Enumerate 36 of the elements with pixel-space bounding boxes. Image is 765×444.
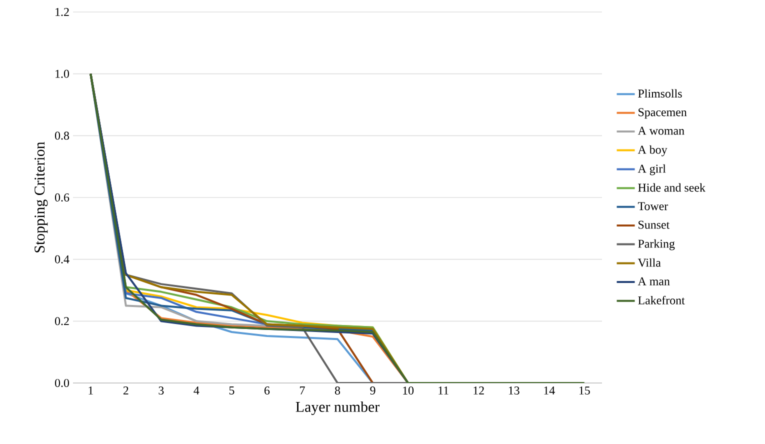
y-tick-label: 1.2 [56, 8, 69, 16]
legend-label: Plimsolls [638, 89, 682, 98]
x-tick-label: 10 [403, 386, 414, 395]
y-axis-title: Stopping Criterion [34, 142, 48, 252]
y-tick-label: 0.8 [54, 132, 70, 140]
y-tick-label: 0.2 [54, 317, 69, 326]
y-tick-label: 0.6 [54, 193, 70, 202]
legend-label: A boy [638, 145, 668, 156]
legend-label: Parking [638, 239, 675, 250]
x-tick-label: 14 [544, 386, 555, 394]
legend-label: A man [638, 277, 670, 286]
x-tick-label: 5 [229, 386, 234, 394]
x-tick-label: 8 [334, 386, 340, 395]
x-axis-title: Layer number [296, 401, 380, 416]
x-tick-label: 7 [300, 386, 305, 394]
legend-label: Hide and seek [638, 183, 706, 192]
legend-label: Lakefront [638, 296, 685, 304]
x-tick-label: 3 [158, 386, 164, 395]
x-tick-label: 6 [264, 386, 270, 395]
legend-label: Villa [638, 258, 661, 267]
x-tick-label: 12 [474, 386, 484, 394]
legend-label: Spacemen [638, 108, 687, 119]
y-tick-label: 1.0 [56, 70, 70, 78]
x-tick-label: 4 [194, 386, 200, 394]
legend-label: Sunset [638, 220, 670, 229]
x-tick-label: 9 [370, 386, 376, 395]
x-tick-label: 1 [88, 386, 93, 394]
legend-label: A woman [638, 126, 684, 135]
y-tick-label: 0.0 [54, 378, 70, 388]
y-tick-label: 0.4 [54, 255, 70, 264]
x-tick-label: 2 [123, 386, 128, 394]
x-tick-label: 11 [438, 386, 448, 394]
x-tick-label: 13 [508, 386, 520, 395]
x-tick-label: 15 [579, 386, 590, 395]
legend-label: Tower [638, 202, 668, 210]
legend-label: A girl [638, 164, 666, 176]
